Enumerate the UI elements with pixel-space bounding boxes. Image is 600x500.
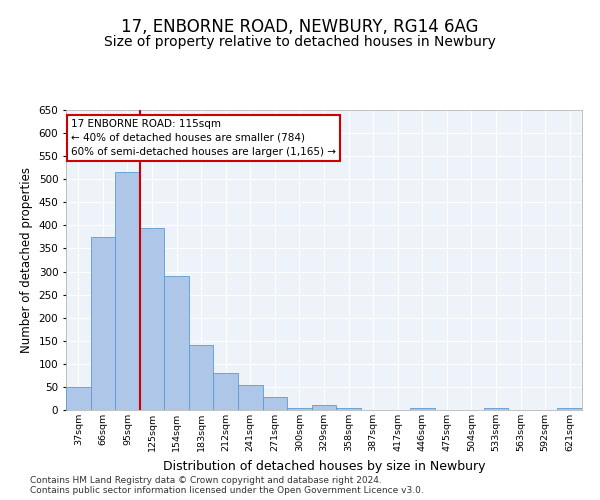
Bar (66, 387, 91, 410)
Bar (557, 408, 582, 410)
Bar (91, 237, 115, 410)
Bar (140, 228, 164, 410)
Text: 17, ENBORNE ROAD, NEWBURY, RG14 6AG: 17, ENBORNE ROAD, NEWBURY, RG14 6AG (121, 18, 479, 36)
Bar (214, 373, 238, 410)
Bar (164, 276, 189, 410)
Bar (115, 172, 140, 410)
Text: Contains public sector information licensed under the Open Government Licence v3: Contains public sector information licen… (30, 486, 424, 495)
Bar (336, 408, 361, 410)
Bar (287, 408, 312, 410)
Bar (484, 408, 508, 410)
Bar (189, 346, 214, 410)
Bar (238, 384, 263, 410)
Text: Size of property relative to detached houses in Newbury: Size of property relative to detached ho… (104, 35, 496, 49)
X-axis label: Distribution of detached houses by size in Newbury: Distribution of detached houses by size … (163, 460, 485, 472)
Bar (263, 397, 287, 410)
Text: 17 ENBORNE ROAD: 115sqm
← 40% of detached houses are smaller (784)
60% of semi-d: 17 ENBORNE ROAD: 115sqm ← 40% of detache… (71, 119, 336, 157)
Text: Contains HM Land Registry data © Crown copyright and database right 2024.: Contains HM Land Registry data © Crown c… (30, 476, 382, 485)
Y-axis label: Number of detached properties: Number of detached properties (20, 167, 33, 353)
Bar (410, 408, 434, 410)
Bar (312, 406, 336, 410)
